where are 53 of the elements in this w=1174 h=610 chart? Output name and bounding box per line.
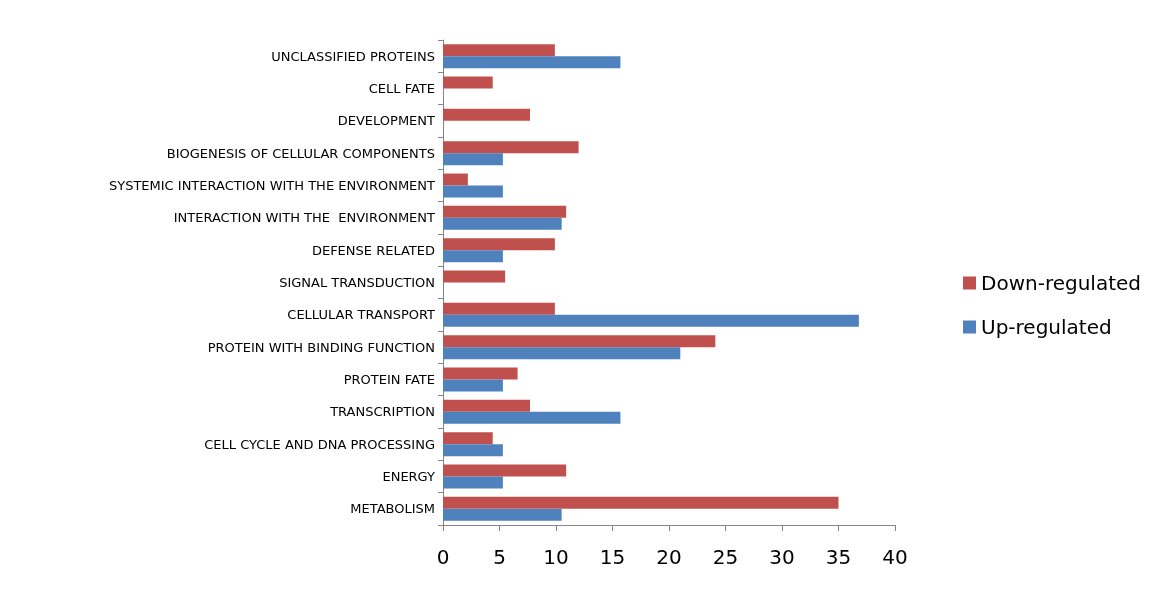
bar bbox=[443, 347, 681, 360]
bar bbox=[443, 205, 567, 218]
bar bbox=[443, 173, 468, 186]
x-tick-label: 5 bbox=[493, 545, 506, 569]
y-tick-label: CELL CYCLE AND DNA PROCESSING bbox=[204, 436, 435, 452]
y-tick-label: PROTEIN FATE bbox=[343, 372, 435, 387]
y-tick-label: ENERGY bbox=[382, 469, 436, 484]
y-tick-label: CELLULAR TRANSPORT bbox=[287, 307, 436, 323]
x-tick-label: 10 bbox=[543, 545, 569, 569]
x-tick-label: 40 bbox=[882, 545, 908, 569]
bar bbox=[443, 153, 503, 166]
bar bbox=[443, 444, 503, 457]
y-tick-label: DEFENSE RELATED bbox=[311, 242, 435, 258]
bar bbox=[443, 76, 493, 89]
legend-label: Up-regulated bbox=[981, 315, 1112, 339]
bar bbox=[443, 217, 562, 230]
y-tick-label: CELL FATE bbox=[368, 81, 435, 96]
bar bbox=[443, 411, 621, 424]
bar bbox=[443, 476, 503, 489]
bar bbox=[443, 399, 531, 412]
x-tick-label: 35 bbox=[825, 545, 852, 569]
bar bbox=[443, 379, 503, 392]
bar bbox=[443, 141, 579, 154]
y-tick-label: TRANSCRIPTION bbox=[329, 404, 435, 420]
bar bbox=[443, 314, 859, 327]
x-tick-label: 30 bbox=[769, 545, 795, 569]
x-tick-label: 20 bbox=[656, 545, 682, 569]
bar bbox=[443, 108, 531, 121]
y-tick-label: UNCLASSIFIED PROTEINS bbox=[271, 48, 435, 64]
y-tick-label: PROTEIN WITH BINDING FUNCTION bbox=[207, 339, 435, 355]
legend-label: Down-regulated bbox=[981, 271, 1141, 295]
bar bbox=[443, 335, 716, 348]
y-tick-label: SYSTEMIC INTERACTION WITH THE ENVIRONMENT bbox=[108, 178, 436, 193]
y-tick-label: BIOGENESIS OF CELLULAR COMPONENTS bbox=[166, 145, 435, 161]
bar bbox=[443, 44, 555, 57]
bar bbox=[443, 367, 518, 380]
bar bbox=[443, 496, 839, 509]
x-tick-label: 15 bbox=[599, 545, 626, 569]
bar bbox=[443, 432, 493, 445]
bar bbox=[443, 185, 503, 198]
bar bbox=[443, 270, 506, 283]
bar bbox=[443, 464, 567, 477]
bar bbox=[443, 302, 555, 315]
y-tick-label: INTERACTION WITH THE ENVIRONMENT bbox=[173, 210, 436, 226]
y-tick-label: METABOLISM bbox=[350, 501, 435, 517]
bar bbox=[443, 250, 503, 263]
x-tick-label: 0 bbox=[436, 545, 450, 569]
bar bbox=[443, 56, 621, 69]
y-tick-label: DEVELOPMENT bbox=[337, 113, 436, 129]
bar bbox=[443, 238, 555, 251]
y-tick-label: SIGNAL TRANSDUCTION bbox=[279, 275, 435, 290]
bar bbox=[443, 508, 562, 521]
x-tick-label: 25 bbox=[712, 545, 739, 569]
